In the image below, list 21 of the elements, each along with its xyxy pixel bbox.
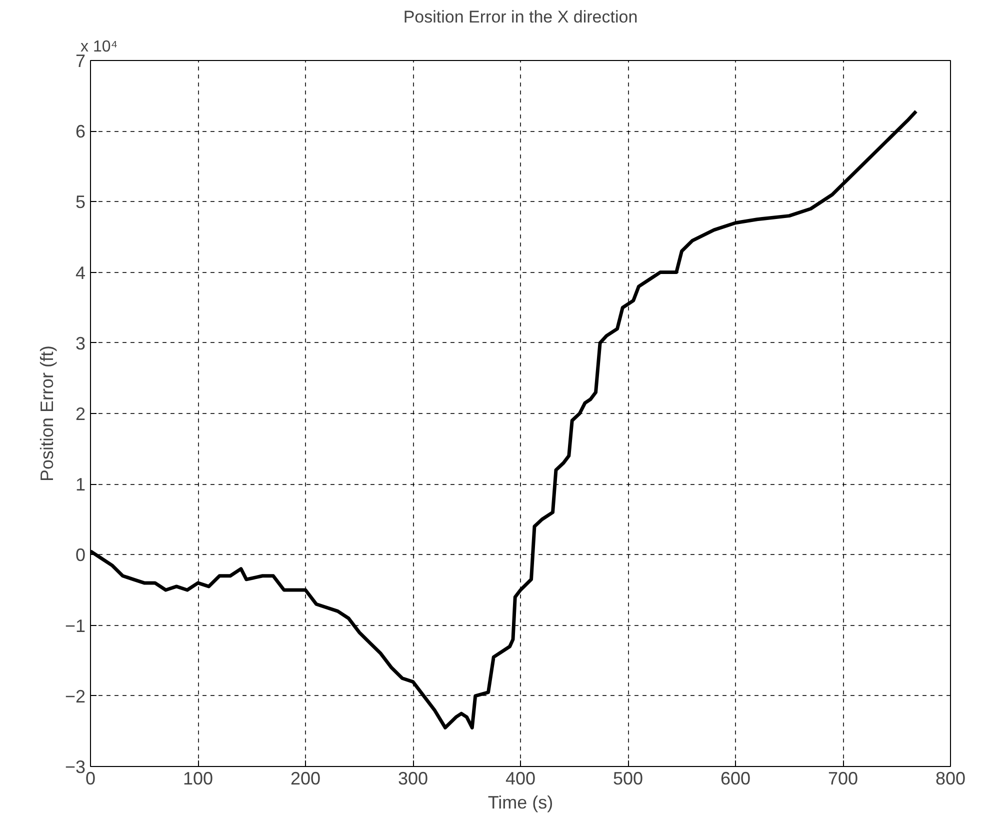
x-tick-label: 300 [398,768,428,788]
chart-title: Position Error in the X direction [403,8,638,26]
x-tick-label: 600 [720,768,751,788]
y-tick-label: −1 [64,616,86,636]
y-tick-label: 5 [75,192,86,212]
y-tick-label: 6 [75,122,86,142]
y-tick-label: 0 [75,545,86,566]
y-tick-label: −2 [64,686,86,706]
y-tick-label: 2 [75,404,86,424]
y-tick-label: 4 [75,262,86,283]
x-tick-label: 400 [505,768,536,788]
x-tick-label: 700 [828,768,858,788]
x-tick-label: 100 [182,768,214,788]
x-tick-label: 800 [935,768,966,788]
y-tick-label: 3 [75,333,86,354]
y-axis-title: Position Error (ft) [36,345,57,482]
y-tick-label: 1 [75,474,86,495]
x-tick-label: 500 [612,768,644,788]
x-axis-title: Time (s) [488,792,554,812]
y-tick-label: −3 [64,757,86,777]
x-tick-label: 200 [290,768,321,788]
